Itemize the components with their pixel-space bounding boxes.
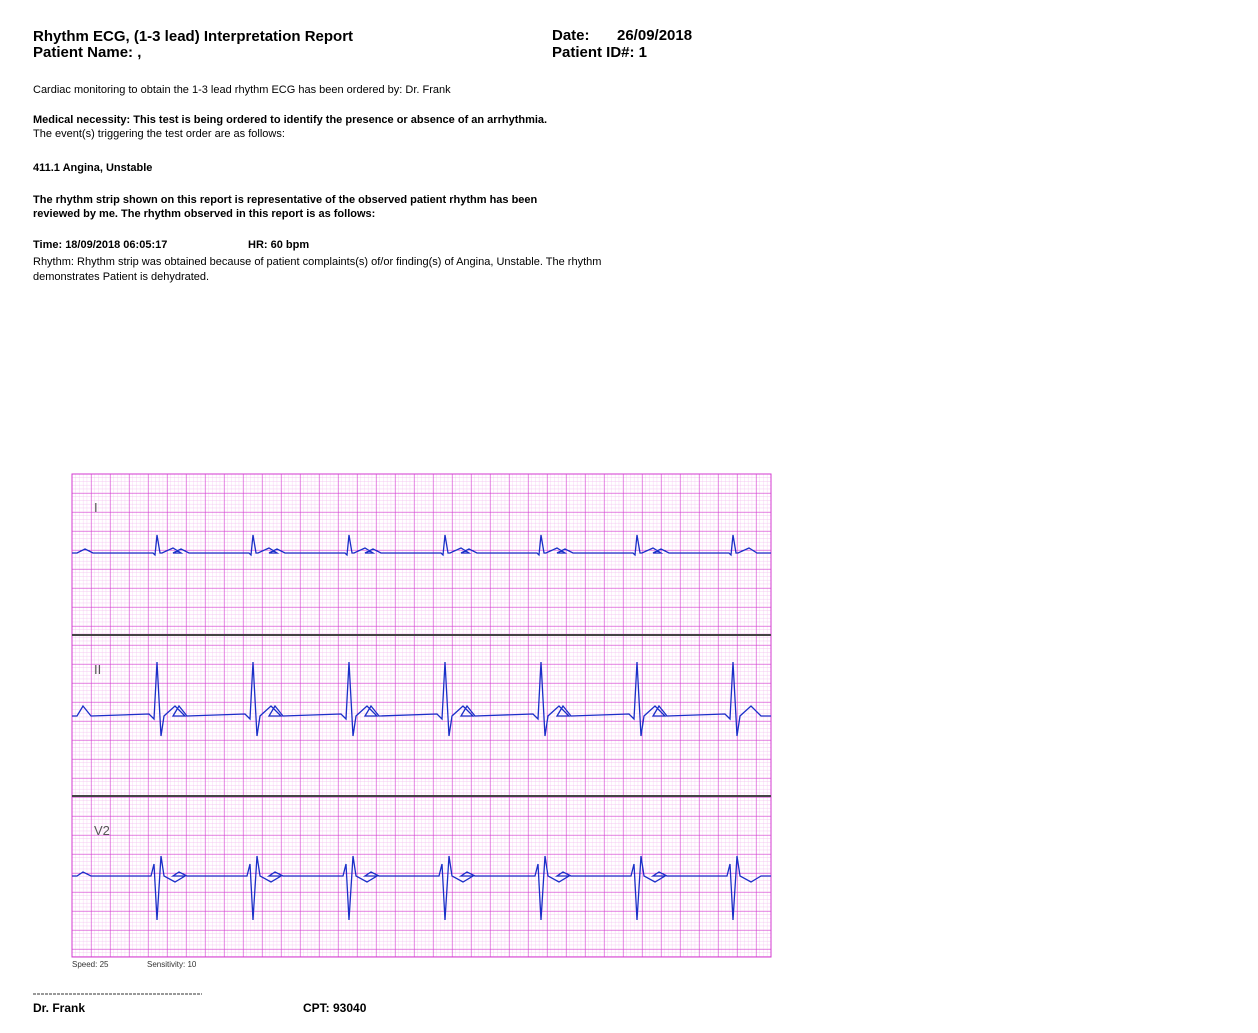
report-title: Rhythm ECG, (1-3 lead) Interpretation Re… bbox=[33, 28, 354, 45]
ecg-trace bbox=[72, 534, 771, 557]
event: 411.1 Angina, Unstable bbox=[33, 162, 153, 174]
events-intro: The event(s) triggering the test order a… bbox=[33, 128, 285, 140]
date: 26/09/2018 bbox=[617, 27, 693, 44]
lead-label: V2 bbox=[94, 823, 110, 838]
rhythm-line: Rhythm: Rhythm strip was obtained becaus… bbox=[33, 256, 602, 268]
necessity: Medical necessity: This test is being or… bbox=[33, 114, 548, 126]
time: Time: 18/09/2018 06:05:17 bbox=[33, 239, 168, 251]
patient-name: Patient Name: , bbox=[33, 44, 142, 61]
rhythm-line: demonstrates Patient is dehydrated. bbox=[33, 271, 210, 283]
cpt-code: CPT: 93040 bbox=[303, 1001, 367, 1015]
review-line: The rhythm strip shown on this report is… bbox=[33, 194, 538, 206]
ecg-trace bbox=[72, 855, 771, 921]
patient-id: Patient ID#: 1 bbox=[552, 44, 648, 61]
review-line: reviewed by me. The rhythm observed in t… bbox=[33, 208, 376, 220]
lead-label: II bbox=[94, 662, 101, 677]
sensitivity: Sensitivity: 10 bbox=[147, 960, 197, 969]
lead-label: I bbox=[94, 500, 98, 515]
date-label: Date: bbox=[552, 27, 590, 44]
ecg-trace bbox=[72, 661, 771, 737]
heart-rate: HR: 60 bpm bbox=[248, 239, 310, 251]
signature: Dr. Frank bbox=[33, 1001, 86, 1015]
speed: Speed: 25 bbox=[72, 960, 109, 969]
ordered-by: Cardiac monitoring to obtain the 1-3 lea… bbox=[33, 84, 451, 96]
